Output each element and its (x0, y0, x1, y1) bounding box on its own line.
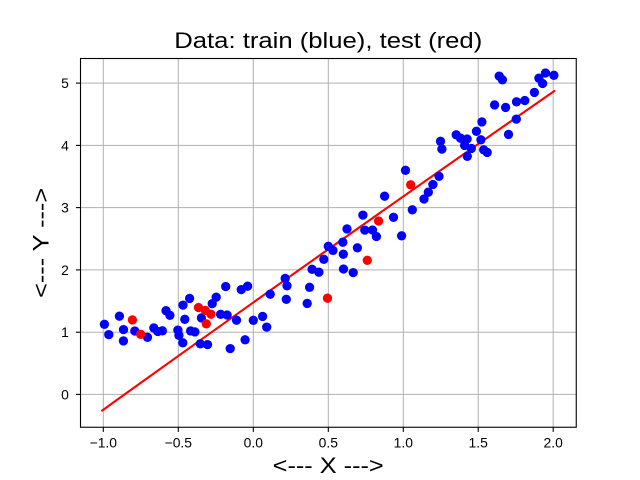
svg-text:3: 3 (61, 200, 69, 216)
svg-text:5: 5 (61, 75, 69, 91)
svg-text:−1.0: −1.0 (90, 435, 118, 451)
svg-text:1.5: 1.5 (469, 435, 489, 451)
svg-text:0.0: 0.0 (244, 435, 264, 451)
svg-text:Data: train (blue), test (red): Data: train (blue), test (red) (174, 28, 482, 53)
svg-text:2: 2 (61, 262, 69, 278)
svg-text:2.0: 2.0 (544, 435, 564, 451)
svg-text:4: 4 (61, 137, 69, 153)
svg-text:0.5: 0.5 (319, 435, 339, 451)
svg-text:1.0: 1.0 (394, 435, 414, 451)
svg-text:<--- Y --->: <--- Y ---> (28, 188, 53, 298)
svg-text:0: 0 (61, 386, 69, 402)
svg-text:<--- X --->: <--- X ---> (273, 453, 384, 478)
svg-text:1: 1 (61, 324, 69, 340)
svg-text:−0.5: −0.5 (165, 435, 193, 451)
